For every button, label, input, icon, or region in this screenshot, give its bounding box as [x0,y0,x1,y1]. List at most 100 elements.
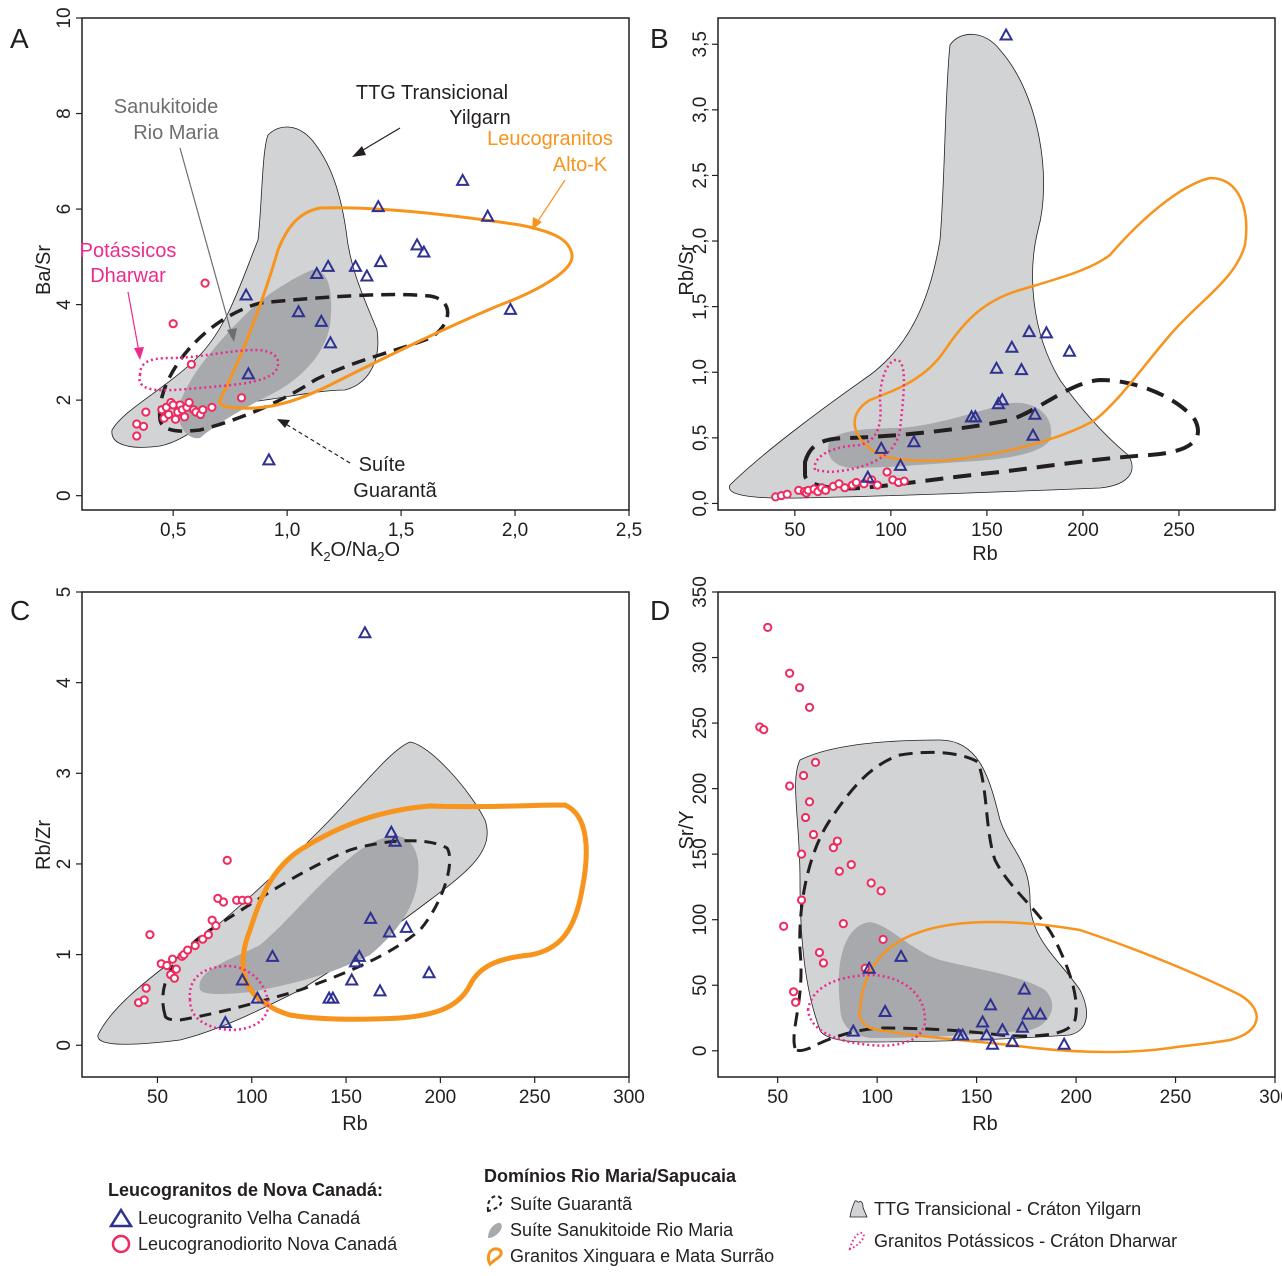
panel-a-circle-point [198,405,208,415]
panel-a-xtick-label: 0,5 [160,520,186,541]
panel-b-xtick-label: 250 [1163,520,1195,541]
panel-c-circle-point [162,960,172,971]
panel-a-circle-point [168,319,178,329]
legend-item-sanukitoide: Suíte Sanukitoide Rio Maria [484,1217,774,1243]
legend-sanukitoide-label: Suíte Sanukitoide Rio Maria [510,1219,734,1240]
panel-a-triangle-point [241,366,256,380]
annotation-potassicos-arrowhead [134,347,144,360]
panel-a-ylabel: Ba/Sr [33,245,55,295]
panel-d-triangle-point [1005,1034,1020,1048]
panel-d-guaranta-field [792,750,1078,1053]
panel-b-triangle-point [1027,406,1043,420]
panel-a-frame [81,17,630,511]
triangle-icon [108,1207,134,1228]
panel-b-circle-point [872,480,883,490]
panel-d-sanukitoide-field [838,922,1053,1038]
circle-icon [111,1234,131,1254]
panel-b-fields [728,33,1248,499]
legend-item-triangle: Leucogranito Velha Canadá [108,1205,397,1231]
panel-b-ttg-field [728,33,1133,499]
annotation-leuco-line2: Alto-K [553,154,608,176]
panel-b-xtick-label: 100 [875,520,907,541]
legend-item-dharwar: Granitos Potássicos - Cráton Dharwar [846,1228,1177,1254]
annotation-ttg-arrow [357,127,401,154]
panel-c-triangle-point [384,824,399,838]
panel-b-circle-point [820,485,831,495]
panel-d-dharwar-field [806,973,927,1047]
panel-b-xtick-label: 150 [971,520,1003,541]
panel-c-circle-point [169,973,180,983]
panel-d-frame [717,591,1276,1078]
annotation-leuco-arrowhead [532,217,542,230]
panel-a-triangle-point [416,244,432,258]
panel-b-points [771,27,1077,502]
legend-nova-canada-header: Leucogranitos de Nova Canadá: [108,1180,384,1200]
panel-c-ytick-label: 5 [54,587,75,598]
panel-b-ytick-label: 3,0 [690,97,711,123]
annotation-sanukitoide-arrow [179,147,233,336]
panel-b-triangle-point [1004,339,1020,353]
panel-c-ytick-label: 2 [54,859,75,870]
panel-d-circle-point [763,622,773,632]
panel-d-circle-point [804,702,815,712]
panel-a-triangle-point [503,301,518,315]
panel-d-triangle-point [877,1003,893,1017]
annotation-leuco-arrow [535,179,566,225]
panel-d-circle-point [798,770,809,781]
panel-d-ytick-label: 300 [690,642,711,674]
annotation-sanukitoide-arrowhead [227,328,237,342]
panel-d-circle-point [785,668,795,678]
panel-a-circle-point [164,409,174,420]
panel-b-triangle-point [874,440,889,454]
legend-dharwar-label: Granitos Potássicos - Cráton Dharwar [874,1230,1178,1251]
panel-b-triangle-point [991,396,1006,410]
panel-b: 50 100 150 200 250 0,0 0,5 1,0 1,5 2,0 2,5 3,0 3,5 B… [650,17,1276,565]
panel-d-circle-point [866,878,876,888]
panel-c-triangle-point [372,983,388,997]
panel-d-circle-point [779,921,789,931]
panel-d-triangle-point [955,1027,970,1041]
panel-c-triangle-point [352,948,367,962]
panel-d-circle-point [818,958,829,968]
panel-b-triangle-point [906,434,922,448]
panel-c-circle-point [198,934,208,944]
panel-c-ytick-label: 1 [54,949,75,960]
panel-d-circle-point [796,849,807,859]
legend-dominios-header: Domínios Rio Maria/Sapucaia [484,1166,737,1186]
panel-b-xtick-label: 200 [1067,520,1099,541]
panel-a-circle-point [179,412,190,422]
panel-d-circle-point [828,843,838,853]
annotation-potassicos-line1: Potássicos [80,240,177,262]
panel-d-xtick-label: 200 [1060,1087,1092,1108]
panel-c-triangle-point [265,948,280,962]
panel-b-triangle-point [1021,323,1037,338]
panel-d-xtick-label: 150 [961,1087,993,1108]
legend-nova-canada: Leucogranitos de Nova Canadá: Leucograni… [108,1180,397,1257]
panel-d-triangle-point [893,948,909,962]
panel-b-ytick-label: 3,5 [690,31,711,57]
annotation-sanukitoide-line1: Sanukitoide [114,96,219,118]
panel-d-xtick-label: 250 [1160,1087,1192,1108]
panel-b-ytick-label: 0,0 [690,490,711,516]
annotation-ttg-arrowhead [352,146,366,157]
panel-b-xlabel: Rb [972,543,998,565]
panel-c-triangle-point [382,924,397,938]
panel-c-triangle-point [250,990,265,1004]
panel-c-triangle-point [325,990,341,1004]
panel-c-frame [81,591,630,1078]
panel-c-triangle-point [235,972,250,986]
panel-b-circle-point [899,476,909,486]
panel-d-xinguara-field [858,920,1258,1054]
panel-d-triangle-point [995,1022,1010,1036]
panel-b-xinguara-field [853,176,1248,463]
panel-a-ytick-label: 4 [54,299,75,310]
panel-d-circle-point [788,987,799,997]
panel-a-triangle-point [320,258,336,272]
panel-d-xtick-label: 300 [1259,1087,1282,1108]
legend-guaranta-label: Suíte Guarantã [510,1193,633,1214]
panel-c-fields [97,741,589,1045]
panel-b-circle-point [840,483,850,493]
panel-d-ytick-label: 350 [690,576,711,608]
panel-d-circle-point [838,919,848,929]
panel-a-ytick-label: 6 [54,204,75,215]
